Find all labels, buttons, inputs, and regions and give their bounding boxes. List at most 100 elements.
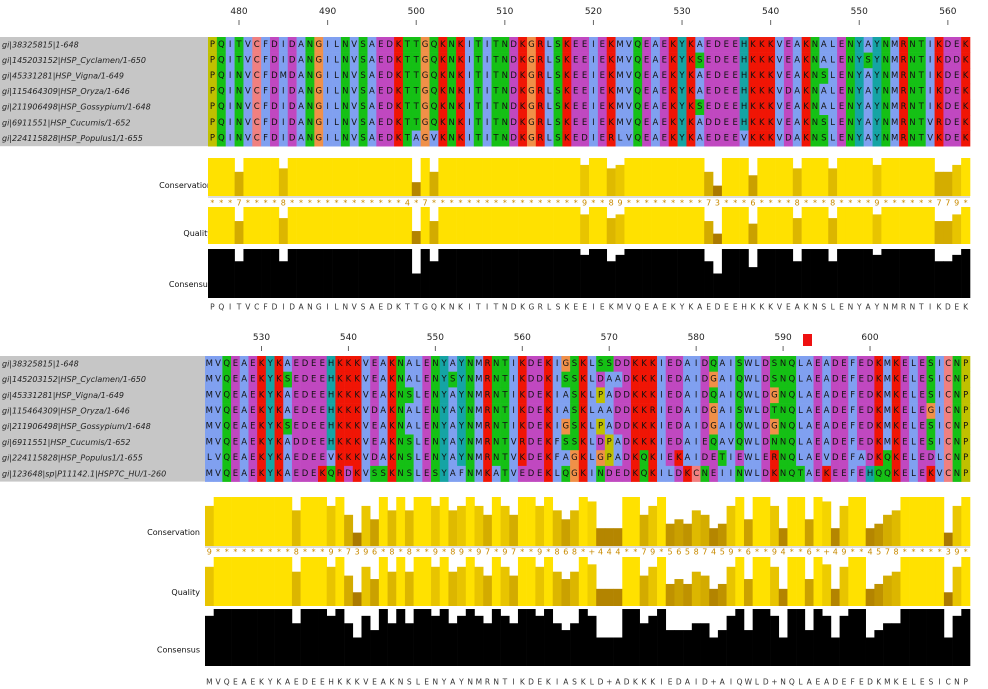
conservation-symbol: 8 bbox=[795, 199, 800, 208]
sequence-name: gi|45331281|HSP_Vigna/1-649 bbox=[2, 72, 124, 81]
consensus-residue: A bbox=[615, 678, 621, 687]
residue-cell bbox=[305, 130, 315, 147]
residue: N bbox=[847, 87, 853, 97]
residue-cell bbox=[483, 450, 493, 467]
residue-cell bbox=[411, 83, 421, 100]
residue: Q bbox=[710, 359, 717, 369]
residue-cell bbox=[778, 387, 788, 404]
residue-cell bbox=[318, 418, 328, 435]
residue-cell bbox=[509, 130, 519, 147]
residue-cell bbox=[402, 37, 413, 53]
conservation-bar bbox=[961, 158, 971, 196]
residue: E bbox=[311, 422, 316, 432]
residue-cell bbox=[717, 403, 727, 420]
residue-cell bbox=[378, 356, 388, 372]
residue-cell bbox=[216, 83, 227, 100]
residue: A bbox=[719, 406, 725, 416]
residue: F bbox=[850, 469, 855, 479]
residue: G bbox=[422, 55, 429, 65]
residue: N bbox=[236, 87, 242, 97]
residue: K bbox=[633, 406, 639, 416]
residue-cell bbox=[291, 418, 301, 435]
residue-cell bbox=[535, 130, 545, 147]
residue: E bbox=[294, 375, 299, 385]
residue: Y bbox=[678, 133, 685, 143]
residue-cell bbox=[613, 356, 623, 372]
residue-cell bbox=[899, 68, 909, 85]
residue-cell bbox=[431, 450, 441, 467]
residue: A bbox=[298, 40, 304, 50]
residue: K bbox=[936, 102, 942, 112]
residue-cell bbox=[704, 68, 714, 85]
residue-cell bbox=[863, 130, 873, 147]
conservation-symbol: 8 bbox=[555, 548, 560, 557]
conservation-symbol: * bbox=[397, 199, 401, 208]
conservation-bar bbox=[596, 528, 606, 546]
residue-cell bbox=[413, 465, 423, 482]
residue: I bbox=[556, 375, 559, 385]
residue: D bbox=[271, 87, 278, 97]
residue-cell bbox=[775, 130, 785, 147]
residue-cell bbox=[344, 356, 354, 372]
residue-cell bbox=[234, 130, 244, 147]
consensus-residue: H bbox=[741, 303, 747, 312]
quality-bar bbox=[561, 579, 571, 606]
residue-cell bbox=[819, 99, 829, 116]
residue: W bbox=[744, 422, 753, 432]
residue: D bbox=[945, 133, 952, 143]
residue: N bbox=[432, 437, 438, 447]
conservation-symbol: * bbox=[645, 199, 649, 208]
residue-cell bbox=[935, 387, 945, 404]
residue-cell bbox=[326, 356, 336, 372]
residue-cell bbox=[952, 387, 962, 404]
consensus-bar bbox=[606, 261, 616, 298]
consensus-residue: E bbox=[311, 678, 316, 687]
residue-cell bbox=[509, 418, 519, 435]
residue: A bbox=[380, 359, 386, 369]
residue-cell bbox=[278, 37, 289, 53]
consensus-bar bbox=[890, 249, 900, 298]
residue-cell bbox=[761, 434, 771, 451]
residue-cell bbox=[570, 465, 580, 482]
residue: E bbox=[250, 469, 255, 479]
residue-cell bbox=[783, 68, 794, 85]
residue-cell bbox=[413, 418, 423, 435]
residue: A bbox=[241, 390, 247, 400]
consensus-bar bbox=[925, 249, 935, 298]
residue: K bbox=[893, 390, 899, 400]
residue-cell bbox=[335, 418, 345, 435]
residue: E bbox=[841, 359, 846, 369]
residue-cell bbox=[863, 83, 873, 100]
residue: N bbox=[467, 453, 473, 463]
residue: V bbox=[741, 133, 747, 143]
residue-cell bbox=[465, 465, 475, 482]
conservation-bar bbox=[622, 497, 632, 546]
conservation-symbol: * bbox=[459, 199, 463, 208]
residue: A bbox=[369, 71, 375, 81]
residue-cell bbox=[604, 356, 614, 372]
residue-cell bbox=[580, 130, 590, 147]
residue-cell bbox=[361, 356, 371, 372]
residue-cell bbox=[909, 387, 919, 404]
residue-cell bbox=[726, 387, 736, 404]
conservation-bar bbox=[422, 497, 432, 546]
residue-cell bbox=[335, 465, 345, 482]
residue: D bbox=[867, 390, 874, 400]
residue-cell bbox=[274, 434, 284, 451]
residue-cell bbox=[739, 83, 749, 100]
residue-cell bbox=[845, 130, 856, 147]
residue-cell bbox=[717, 371, 727, 388]
residue-cell bbox=[695, 68, 705, 85]
residue-cell bbox=[208, 37, 218, 53]
quality-bar bbox=[278, 218, 289, 244]
residue: D bbox=[714, 71, 721, 81]
residue-cell bbox=[361, 387, 371, 404]
residue: S bbox=[772, 359, 777, 369]
residue-cell bbox=[448, 418, 458, 435]
residue: Q bbox=[634, 87, 641, 97]
conservation-symbol: + bbox=[823, 548, 830, 557]
residue: S bbox=[555, 40, 560, 50]
residue: N bbox=[467, 469, 473, 479]
residue-cell bbox=[270, 52, 280, 69]
residue: D bbox=[623, 406, 630, 416]
